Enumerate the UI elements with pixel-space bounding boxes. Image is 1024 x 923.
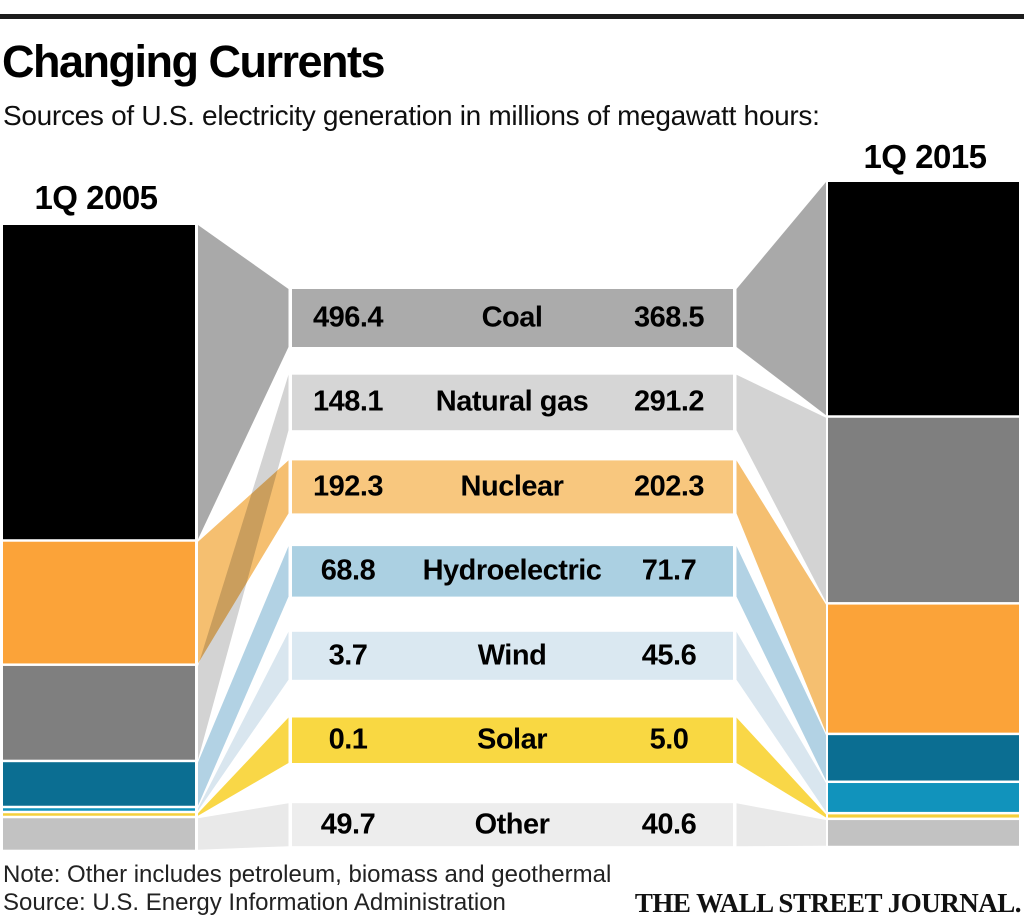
bar-2005-other — [3, 818, 195, 850]
band-coal — [292, 289, 733, 347]
bar-2005-natural-gas — [3, 665, 195, 760]
top-rule — [0, 14, 1024, 19]
flow-2015-hydroelectric — [736, 546, 826, 781]
band-hydroelectric — [292, 546, 733, 597]
band-nuclear — [292, 460, 733, 514]
band-natural-gas — [292, 374, 733, 431]
bar-2005-wind — [3, 808, 195, 811]
bar-2015-nuclear — [828, 604, 1019, 733]
column-label-1q2005: 1Q 2005 — [34, 179, 158, 216]
flow-2015-solar — [736, 717, 826, 818]
bar-2015-natural-gas — [828, 417, 1019, 603]
flow-2005-coal — [198, 225, 289, 540]
flow-2005-hydroelectric — [198, 546, 289, 806]
bar-2005-solar — [3, 813, 195, 816]
bar-2015-wind — [828, 783, 1019, 812]
bar-2005-hydroelectric — [3, 762, 195, 806]
flow-2015-other — [736, 803, 826, 847]
flow-2015-natural-gas — [736, 374, 826, 603]
chart-note: Note: Other includes petroleum, biomass … — [3, 861, 612, 888]
flow-2015-nuclear — [736, 460, 826, 733]
chart-subtitle: Sources of U.S. electricity generation i… — [3, 100, 820, 131]
flow-2015-coal — [736, 182, 826, 416]
flow-2015-wind — [736, 631, 826, 812]
wsj-logo: THE WALL STREET JOURNAL. — [634, 888, 1022, 918]
bar-2005-nuclear — [3, 541, 195, 664]
chart-source: Source: U.S. Energy Information Administ… — [3, 889, 506, 916]
band-wind — [292, 631, 733, 680]
flow-2005-other — [198, 803, 289, 850]
bar-2015-hydroelectric — [828, 735, 1019, 781]
column-label-1q2015: 1Q 2015 — [863, 138, 987, 175]
band-solar — [292, 717, 733, 763]
bar-2015-solar — [828, 814, 1019, 818]
band-other — [292, 803, 733, 847]
bar-2015-other — [828, 820, 1019, 846]
bar-2015-coal — [828, 182, 1019, 416]
flow-2005-solar — [198, 717, 289, 816]
chart-title: Changing Currents — [2, 36, 386, 87]
bar-2005-coal — [3, 225, 195, 540]
flow-2005-nuclear — [198, 460, 289, 664]
flow-2005-wind — [198, 631, 289, 811]
